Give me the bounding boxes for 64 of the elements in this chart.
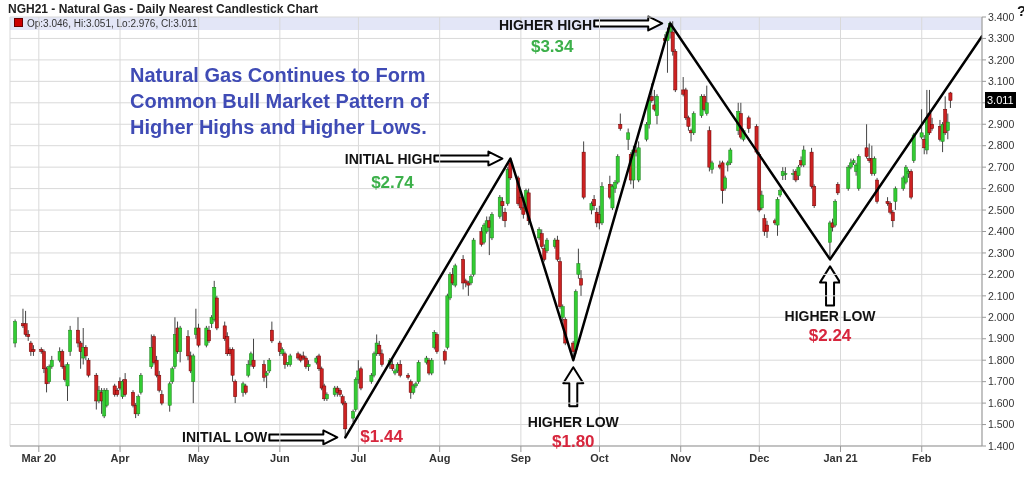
y-tick-label: 3.400	[988, 10, 1015, 23]
y-tick-label: 1.800	[988, 353, 1015, 366]
chart-subtitle: Op:3.046, Hi:3.051, Lo:2.976, Cl:3.011	[27, 18, 198, 29]
candlestick	[68, 325, 72, 357]
candlestick	[833, 198, 837, 228]
annotation: Natural Gas Continues to Form Common Bull Market Pattern of Higher Highs and Higher Lows.	[130, 63, 430, 140]
y-tick-label: 1.400	[988, 439, 1015, 452]
candlestick	[13, 318, 17, 348]
y-tick-label: 2.500	[988, 203, 1015, 216]
candlestick	[655, 93, 659, 125]
candlestick	[759, 190, 764, 211]
x-tick-label: Nov	[670, 451, 692, 464]
y-tick-label: 3.100	[988, 75, 1015, 88]
candlestick	[178, 325, 183, 363]
annotation: $3.34	[530, 37, 574, 58]
annotation: INITIAL HIGH	[344, 150, 433, 167]
candlestick	[497, 194, 502, 220]
x-tick-label: Jun	[270, 451, 290, 464]
candlestick	[762, 213, 767, 237]
y-tick-label: 2.100	[988, 289, 1015, 302]
annotation: HIGHER LOW	[784, 308, 876, 325]
x-tick-label: Mar 20	[21, 451, 57, 464]
annotation: HIGHER HIGH	[498, 17, 593, 34]
candlestick	[86, 357, 91, 378]
candlestick	[139, 372, 143, 396]
y-tick-label: 1.600	[988, 396, 1015, 409]
annotation: $2.74	[371, 172, 414, 193]
x-tick-label: Apr	[110, 451, 131, 464]
x-tick-label: Sep	[510, 451, 532, 464]
candlestick	[893, 185, 898, 211]
y-tick-label: 2.800	[988, 139, 1015, 152]
y-tick-label: 1.700	[988, 375, 1015, 388]
y-tick-label: 1.900	[988, 332, 1015, 345]
candlestick	[435, 331, 439, 355]
y-tick-label: 2.600	[988, 182, 1015, 195]
y-tick-label: 3.200	[988, 53, 1015, 66]
y-tick-label: 1.500	[988, 418, 1015, 431]
annotation: $1.80	[552, 432, 595, 453]
candlestick	[416, 359, 421, 385]
x-tick-label: Aug	[428, 451, 451, 464]
y-tick-label: 2.700	[988, 160, 1015, 173]
x-tick-label: May	[187, 451, 211, 464]
candlestick	[930, 117, 934, 132]
chart-title: NGH21 - Natural Gas - Daily Nearest Candlestick Chart	[8, 2, 319, 16]
annotation: INITIAL LOW	[182, 429, 268, 446]
y-tick-label: 2.900	[988, 117, 1015, 130]
annotation: $1.44	[360, 427, 403, 448]
x-tick-label: Jan 21	[823, 451, 858, 464]
candlestick	[123, 372, 127, 398]
x-tick-label: Jul	[350, 451, 367, 464]
x-tick-label: Oct	[590, 451, 609, 464]
y-tick-label: 3.300	[988, 32, 1015, 45]
y-tick-label: 2.200	[988, 268, 1015, 281]
annotation: $2.24	[808, 326, 852, 347]
candlestick	[270, 321, 274, 344]
x-tick-label: Feb	[911, 451, 932, 464]
candlestick	[626, 128, 631, 151]
text: 3.011	[985, 92, 1016, 108]
candlestick	[864, 123, 869, 160]
y-tick-label: 2.400	[988, 225, 1015, 238]
x-tick-label: Dec	[749, 451, 770, 464]
annotation: HIGHER LOW	[527, 414, 619, 431]
y-tick-label: 2.000	[988, 311, 1015, 324]
y-tick-label: 2.300	[988, 246, 1015, 259]
